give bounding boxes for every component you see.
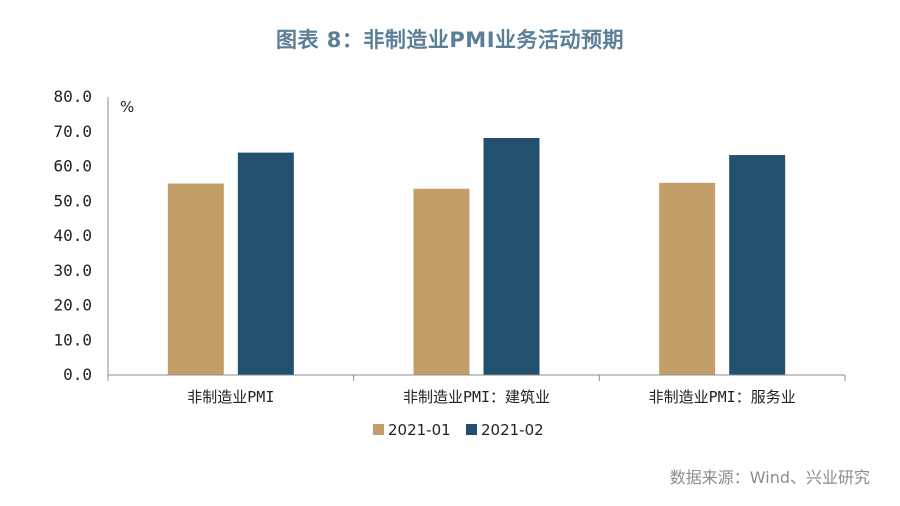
x-category-label: 非制造业PMI：建筑业 <box>403 388 550 406</box>
legend-swatch-2021-02 <box>466 424 477 435</box>
y-tick-label: 80.0 <box>53 87 92 106</box>
bar-2021-02-1 <box>237 152 294 375</box>
axes <box>107 97 846 381</box>
legend: 2021-01 2021-02 <box>373 421 544 439</box>
y-axis-ticks: 0.0 10.0 20.0 30.0 40.0 50.0 60.0 70.0 80.0% <box>53 87 134 384</box>
y-tick-label: 0.0 <box>63 365 92 384</box>
bar-2021-01-1 <box>167 183 224 375</box>
bars-group <box>167 138 786 375</box>
y-tick-label: 10.0 <box>53 330 92 349</box>
bar-2021-02-3 <box>729 155 786 375</box>
legend-label: 2021-02 <box>481 421 544 439</box>
y-tick-label: 50.0 <box>53 191 92 210</box>
y-tick-label: 20.0 <box>53 296 92 315</box>
y-tick-label: 70.0 <box>53 122 92 141</box>
x-category-label: 非制造业PMI <box>187 388 274 406</box>
legend-swatch-2021-01 <box>373 424 384 435</box>
y-unit-label: % <box>120 98 134 116</box>
bar-2021-02-2 <box>483 138 540 375</box>
y-tick-label: 30.0 <box>53 261 92 280</box>
bar-2021-01-3 <box>659 182 716 375</box>
y-tick-label: 60.0 <box>53 157 92 176</box>
chart-title: 图表 8：非制造业PMI业务活动预期 <box>275 28 625 52</box>
x-category-label: 非制造业PMI：服务业 <box>649 388 796 406</box>
legend-label: 2021-01 <box>388 421 451 439</box>
source-note: 数据来源：Wind、兴业研究 <box>669 468 870 487</box>
category-labels: 非制造业PMI 非制造业PMI：建筑业 非制造业PMI：服务业 <box>187 388 795 406</box>
bar-2021-01-2 <box>413 188 470 375</box>
y-tick-label: 40.0 <box>53 226 92 245</box>
